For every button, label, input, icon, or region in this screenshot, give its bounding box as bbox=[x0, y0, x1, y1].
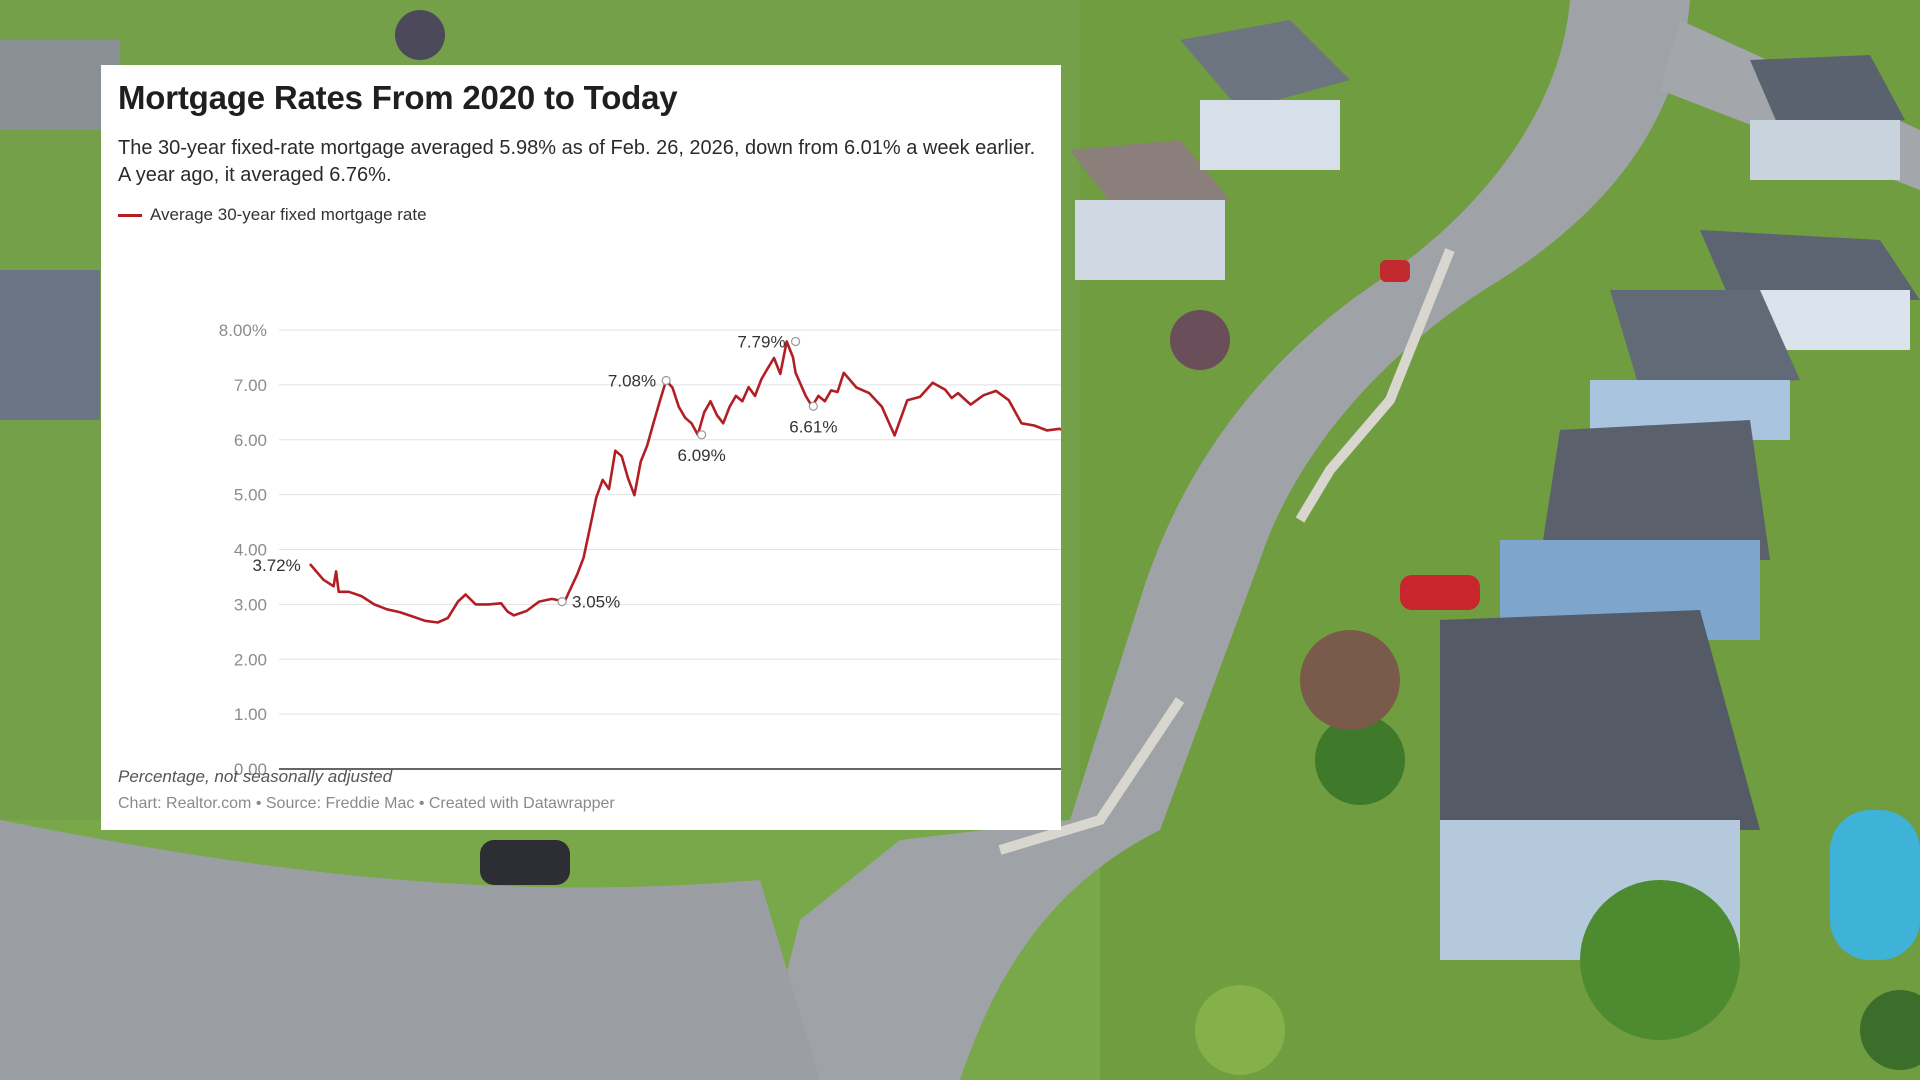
annotation-marker bbox=[790, 336, 801, 347]
x-tick-label: 2023 bbox=[673, 782, 711, 785]
series-line bbox=[309, 340, 1061, 624]
x-tick-label: 2022 bbox=[546, 782, 584, 785]
chart-annotations: 3.72%3.05%7.08%6.09%7.79%6.61%5.98% bbox=[253, 333, 838, 612]
data-label: 6.09% bbox=[678, 446, 726, 465]
y-tick-label: 5.00 bbox=[234, 486, 267, 505]
data-label: 7.08% bbox=[608, 371, 656, 390]
x-tick-label: 2025 bbox=[926, 782, 964, 785]
y-tick-label: 8.00% bbox=[219, 321, 267, 340]
y-tick-label: 3.00 bbox=[234, 595, 267, 614]
chart-gridlines bbox=[279, 329, 1061, 770]
y-axis-tick-labels: 0.00 1.00 2.00 3.00 4.00 5.00 6.00 7.00 8.00% bbox=[219, 321, 267, 779]
chart-title: Mortgage Rates From 2020 to Today bbox=[118, 79, 678, 116]
y-tick-label: 2.00 bbox=[234, 650, 267, 669]
annotation-marker bbox=[808, 401, 818, 411]
chart-legend: Average 30-year fixed mortgage rate bbox=[118, 205, 427, 225]
annotation-marker bbox=[661, 375, 671, 386]
chart-note: Percentage, not seasonally adjusted bbox=[118, 767, 393, 786]
legend-label: Average 30-year fixed mortgage rate bbox=[150, 205, 427, 224]
chart-credit: Chart: Realtor.com • Source: Freddie Mac… bbox=[118, 795, 615, 812]
y-tick-label: 0.00 bbox=[234, 760, 267, 779]
data-label: 3.05% bbox=[572, 593, 620, 612]
y-tick-label: 7.00 bbox=[234, 376, 267, 395]
data-label: 6.61% bbox=[789, 417, 837, 436]
line-chart: 0.00 1.00 2.00 3.00 4.00 5.00 6.00 7.00 8.00% 20… bbox=[219, 321, 1061, 785]
data-label: 3.72% bbox=[253, 556, 301, 575]
legend-swatch bbox=[118, 213, 142, 217]
x-tick-label: 2026 bbox=[1053, 782, 1061, 785]
annotation-marker bbox=[557, 597, 567, 607]
x-tick-label: 2024 bbox=[800, 782, 838, 785]
x-tick-label: 2021 bbox=[419, 782, 457, 785]
y-tick-label: 4.00 bbox=[234, 541, 267, 560]
y-tick-label: 6.00 bbox=[234, 431, 267, 450]
chart-card: Mortgage Rates From 2020 to Today The 30… bbox=[101, 65, 1061, 830]
x-tick-label: 2020 bbox=[292, 782, 330, 785]
x-axis-tick-labels: 2020 2021 2022 2023 2024 2025 2026 bbox=[292, 782, 1061, 785]
annotation-marker bbox=[697, 430, 707, 440]
chart-series bbox=[309, 340, 1061, 624]
chart-subtitle: The 30-year fixed-rate mortgage averaged… bbox=[118, 137, 1036, 186]
data-label: 7.79% bbox=[737, 333, 785, 352]
y-tick-label: 1.00 bbox=[234, 705, 267, 724]
